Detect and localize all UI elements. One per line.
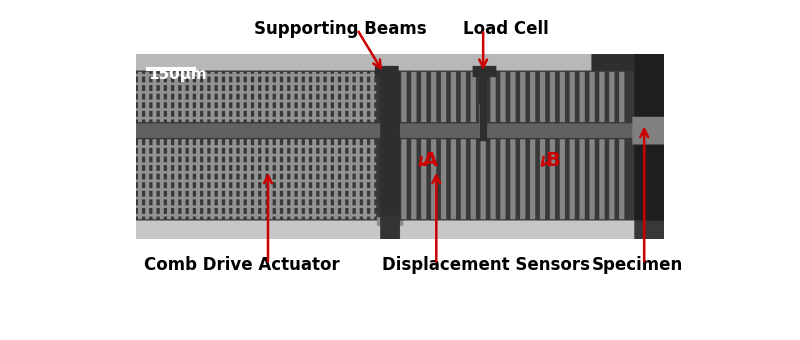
- Text: Displacement Sensors: Displacement Sensors: [382, 256, 590, 273]
- Text: Load Cell: Load Cell: [462, 20, 549, 38]
- Text: Comb Drive Actuator: Comb Drive Actuator: [144, 256, 339, 273]
- Text: A: A: [423, 151, 438, 170]
- Text: Specimen: Specimen: [592, 256, 683, 273]
- Text: B: B: [546, 151, 560, 170]
- Text: 150μm: 150μm: [148, 67, 206, 82]
- Text: Supporting Beams: Supporting Beams: [254, 20, 427, 38]
